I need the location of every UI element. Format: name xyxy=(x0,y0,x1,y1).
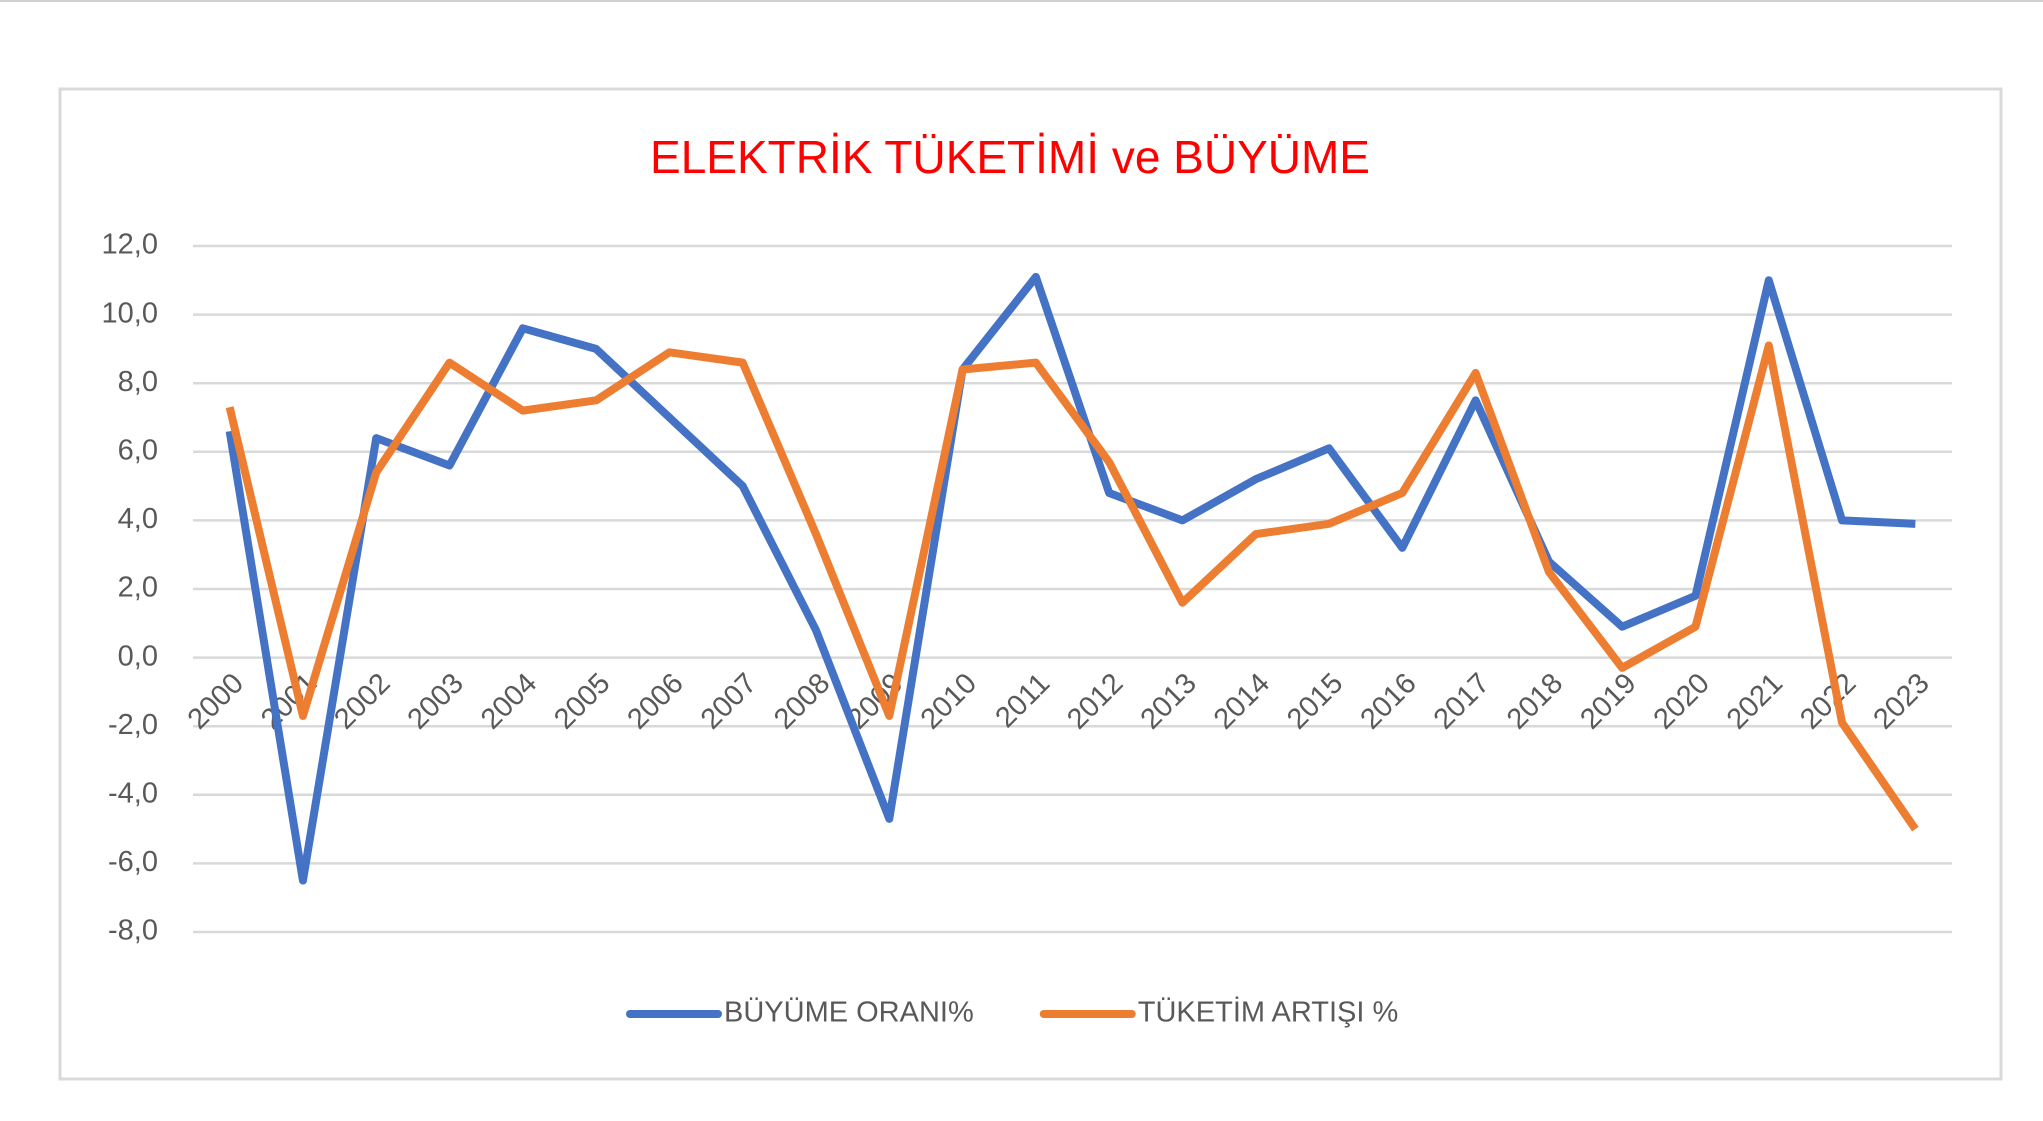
y-tick-label: -6,0 xyxy=(108,846,158,878)
y-tick-label: -2,0 xyxy=(108,709,158,741)
y-tick-label: 6,0 xyxy=(118,434,158,466)
y-tick-label: 12,0 xyxy=(102,229,158,261)
chart-title: ELEKTRİK TÜKETİMİ ve BÜYÜME xyxy=(650,131,1370,183)
y-tick-label: 10,0 xyxy=(102,297,158,329)
y-tick-label: 0,0 xyxy=(118,640,158,672)
y-tick-label: 8,0 xyxy=(118,366,158,398)
y-tick-label: 2,0 xyxy=(118,572,158,604)
y-tick-label: -8,0 xyxy=(108,915,158,947)
legend-label: TÜKETİM ARTIŞI % xyxy=(1138,996,1399,1029)
top-border xyxy=(0,0,2043,2)
legend-label: BÜYÜME ORANI% xyxy=(724,997,974,1029)
y-tick-label: -4,0 xyxy=(108,777,158,809)
y-tick-label: 4,0 xyxy=(118,503,158,535)
series-line xyxy=(225,272,1916,885)
chart-frame xyxy=(58,87,2003,1081)
series-line xyxy=(225,341,1919,832)
